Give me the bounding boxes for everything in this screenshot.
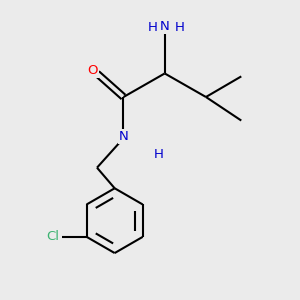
Text: Cl: Cl: [46, 230, 59, 243]
Text: N: N: [160, 20, 169, 33]
Text: H: H: [154, 148, 164, 161]
Text: N: N: [118, 130, 128, 143]
Text: H: H: [175, 21, 185, 34]
Text: H: H: [147, 21, 157, 34]
Text: O: O: [87, 64, 98, 77]
